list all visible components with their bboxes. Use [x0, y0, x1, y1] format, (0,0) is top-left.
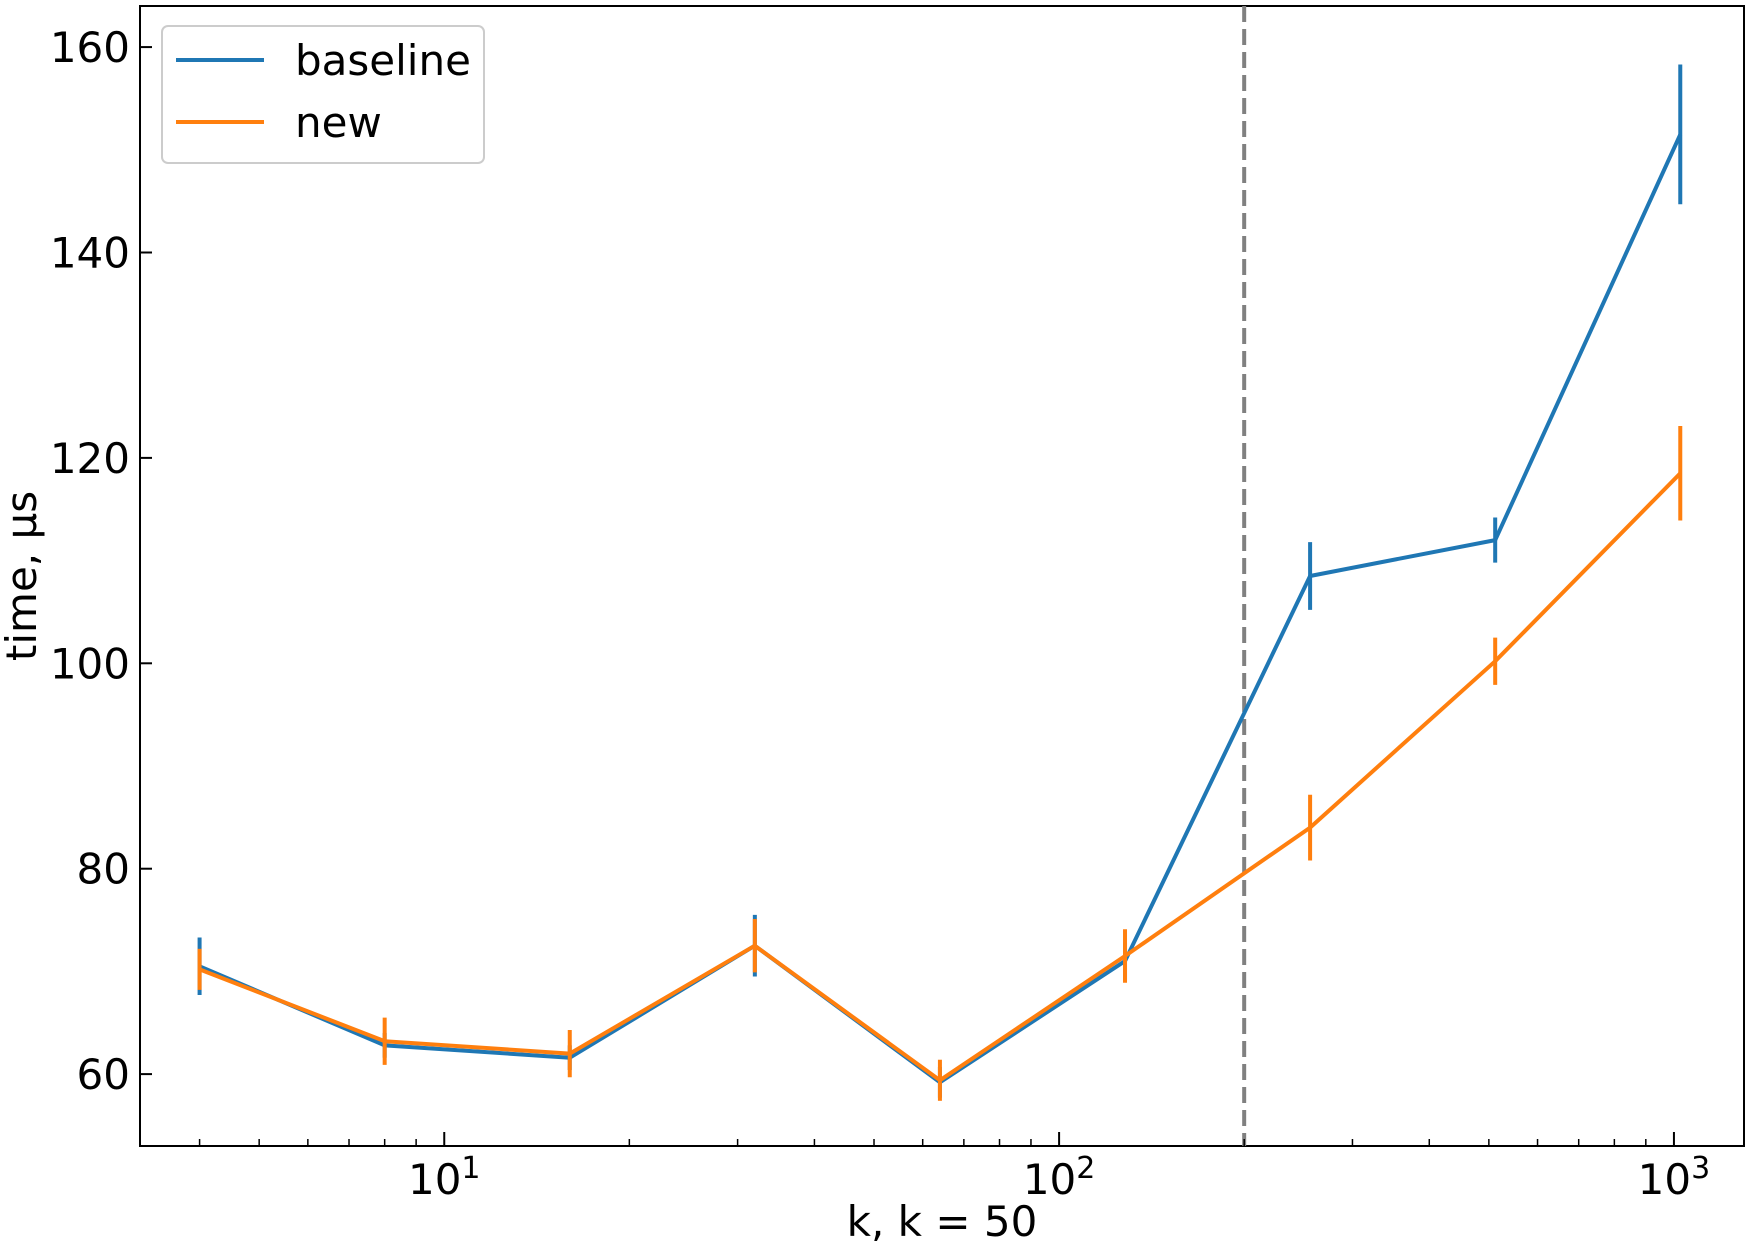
x-axis: 101 102 103	[198, 1132, 1711, 1204]
series-line	[198, 471, 1682, 1083]
x-tick-label: 103	[1638, 1151, 1711, 1204]
plot-frame	[139, 5, 1745, 1147]
x-tick-label: 102	[1023, 1151, 1096, 1204]
legend-label: baseline	[295, 36, 471, 85]
series-baseline	[197, 64, 1683, 1098]
series-layer	[197, 64, 1683, 1101]
y-tick-label: 140	[50, 228, 130, 277]
y-tick-label: 100	[50, 639, 130, 688]
x-tick-label: 101	[408, 1151, 481, 1204]
series-new	[197, 426, 1683, 1101]
y-tick-label: 60	[77, 1050, 130, 1099]
legend-label: new	[295, 98, 382, 147]
legend: baseline new	[161, 25, 485, 164]
y-tick-label: 120	[50, 434, 130, 483]
y-axis: 60 80 100 120 140 160	[50, 23, 152, 1099]
series-line	[198, 133, 1683, 1085]
y-tick-label: 80	[77, 845, 130, 894]
y-tick-label: 160	[50, 23, 130, 72]
y-axis-label: time, μs	[0, 491, 46, 661]
x-axis-label: k, k = 50	[847, 1197, 1038, 1246]
